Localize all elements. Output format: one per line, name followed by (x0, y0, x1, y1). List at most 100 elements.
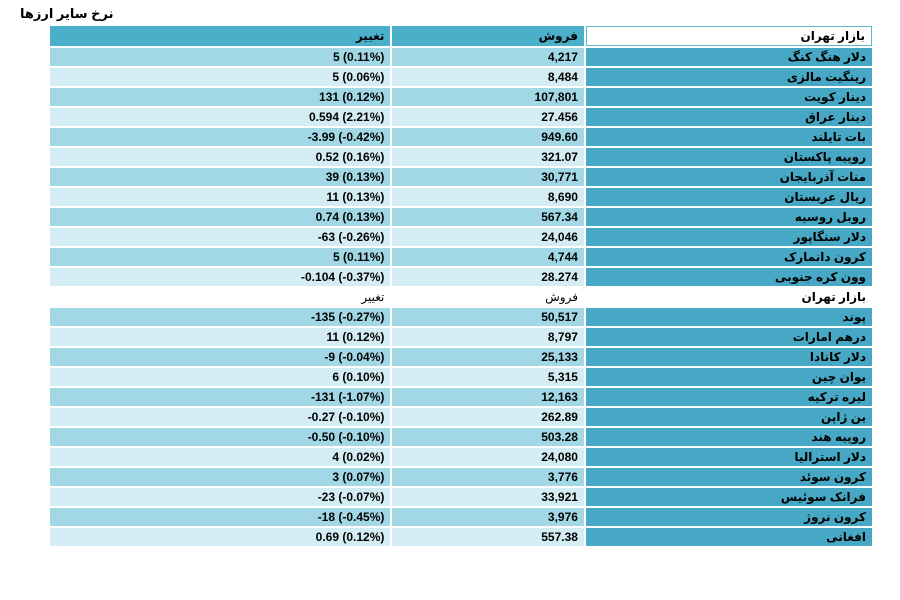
sell-cell: 24,080 (392, 448, 584, 466)
sell-cell: 25,133 (392, 348, 584, 366)
change-cell: -63 (-0.26%) (50, 228, 391, 246)
currency-name-cell: دلار هنگ کنگ (585, 48, 872, 66)
sell-cell: 8,484 (392, 68, 584, 86)
change-cell: 11 (0.12%) (50, 328, 391, 346)
table-row: 0.69 (0.12%) 557.38 افغانی (50, 528, 872, 546)
rates-table-body: تغییر فروش بازار تهران 5 (0.11%) 4,217 دلا… (50, 26, 872, 546)
change-cell: -0.27 (-0.10%) (50, 408, 391, 426)
sell-cell: 28.274 (392, 268, 584, 286)
rates-table: تغییر فروش بازار تهران 5 (0.11%) 4,217 دلا… (48, 24, 874, 548)
table-row: -18 (-0.45%) 3,976 کرون نروژ (50, 508, 872, 526)
currency-name-cell: دلار استرالیا (585, 448, 872, 466)
header-market: بازار تهران (585, 26, 872, 46)
sell-cell: 50,517 (392, 308, 584, 326)
table-row: 5 (0.06%) 8,484 رینگیت مالزی (50, 68, 872, 86)
sell-cell: 33,921 (392, 488, 584, 506)
page-title: نرخ سایر ارزها (20, 6, 114, 21)
currency-name-cell: منات آذربایجان (585, 168, 872, 186)
table-row: 0.594 (2.21%) 27.456 دینار عراق (50, 108, 872, 126)
currency-name-cell: درهم امارات (585, 328, 872, 346)
table-row: -135 (-0.27%) 50,517 پوند (50, 308, 872, 326)
table-row: 131 (0.12%) 107,801 دینار کویت (50, 88, 872, 106)
change-cell: 0.52 (0.16%) (50, 148, 391, 166)
subheader-change: تغییر (50, 288, 391, 306)
sell-cell: 567.34 (392, 208, 584, 226)
change-cell: -0.104 (-0.37%) (50, 268, 391, 286)
sell-cell: 557.38 (392, 528, 584, 546)
table-row: 5 (0.11%) 4,744 کرون دانمارک (50, 248, 872, 266)
change-cell: 5 (0.11%) (50, 248, 391, 266)
currency-name-cell: افغانی (585, 528, 872, 546)
table-row: -131 (-1.07%) 12,163 لیره ترکیه (50, 388, 872, 406)
change-cell: -23 (-0.07%) (50, 488, 391, 506)
change-cell: 5 (0.11%) (50, 48, 391, 66)
currency-name-cell: لیره ترکیه (585, 388, 872, 406)
currency-name-cell: دینار کویت (585, 88, 872, 106)
sell-cell: 321.07 (392, 148, 584, 166)
currency-name-cell: فرانک سوئیس (585, 488, 872, 506)
table-row: 39 (0.13%) 30,771 منات آذربایجان (50, 168, 872, 186)
table-row: 6 (0.10%) 5,315 یوان چین (50, 368, 872, 386)
change-cell: -18 (-0.45%) (50, 508, 391, 526)
change-cell: -0.50 (-0.10%) (50, 428, 391, 446)
table-row: 11 (0.12%) 8,797 درهم امارات (50, 328, 872, 346)
currency-name-cell: کرون نروژ (585, 508, 872, 526)
change-cell: -131 (-1.07%) (50, 388, 391, 406)
sell-cell: 27.456 (392, 108, 584, 126)
change-cell: -9 (-0.04%) (50, 348, 391, 366)
table-row: -23 (-0.07%) 33,921 فرانک سوئیس (50, 488, 872, 506)
sell-cell: 24,046 (392, 228, 584, 246)
currency-name-cell: کرون دانمارک (585, 248, 872, 266)
change-cell: 0.594 (2.21%) (50, 108, 391, 126)
sell-cell: 107,801 (392, 88, 584, 106)
sell-cell: 262.89 (392, 408, 584, 426)
header-sell: فروش (392, 26, 584, 46)
table-row: 3 (0.07%) 3,776 کرون سوئد (50, 468, 872, 486)
currency-name-cell: روبل روسیه (585, 208, 872, 226)
change-cell: 131 (0.12%) (50, 88, 391, 106)
sell-cell: 30,771 (392, 168, 584, 186)
currency-name-cell: دلار سنگاپور (585, 228, 872, 246)
sell-cell: 949.60 (392, 128, 584, 146)
sell-cell: 8,690 (392, 188, 584, 206)
change-cell: 0.74 (0.13%) (50, 208, 391, 226)
change-cell: 5 (0.06%) (50, 68, 391, 86)
sell-cell: 12,163 (392, 388, 584, 406)
change-cell: -135 (-0.27%) (50, 308, 391, 326)
subheader-sell: فروش (392, 288, 584, 306)
sell-cell: 8,797 (392, 328, 584, 346)
sell-cell: 4,217 (392, 48, 584, 66)
table-row: -0.50 (-0.10%) 503.28 روپیه هند (50, 428, 872, 446)
sell-cell: 4,744 (392, 248, 584, 266)
change-cell: 3 (0.07%) (50, 468, 391, 486)
header-change: تغییر (50, 26, 391, 46)
subheader-market: بازار تهران (585, 288, 872, 306)
table-row: -63 (-0.26%) 24,046 دلار سنگاپور (50, 228, 872, 246)
currency-name-cell: وون کره جنوبی (585, 268, 872, 286)
change-cell: 11 (0.13%) (50, 188, 391, 206)
table-row: -3.99 (-0.42%) 949.60 بات تایلند (50, 128, 872, 146)
change-cell: 0.69 (0.12%) (50, 528, 391, 546)
table-row: 0.74 (0.13%) 567.34 روبل روسیه (50, 208, 872, 226)
change-cell: 4 (0.02%) (50, 448, 391, 466)
change-cell: 6 (0.10%) (50, 368, 391, 386)
table-header-row: تغییر فروش بازار تهران (50, 26, 872, 46)
table-row: 4 (0.02%) 24,080 دلار استرالیا (50, 448, 872, 466)
change-cell: -3.99 (-0.42%) (50, 128, 391, 146)
currency-name-cell: کرون سوئد (585, 468, 872, 486)
sell-cell: 3,976 (392, 508, 584, 526)
sell-cell: 3,776 (392, 468, 584, 486)
currency-name-cell: دینار عراق (585, 108, 872, 126)
table-row: -0.27 (-0.10%) 262.89 ین ژاپن (50, 408, 872, 426)
table-row: 11 (0.13%) 8,690 ریال عربستان (50, 188, 872, 206)
currency-name-cell: دلار کانادا (585, 348, 872, 366)
sell-cell: 5,315 (392, 368, 584, 386)
table-row: 0.52 (0.16%) 321.07 روپیه پاکستان (50, 148, 872, 166)
table-row: -0.104 (-0.37%) 28.274 وون کره جنوبی (50, 268, 872, 286)
currency-name-cell: یوان چین (585, 368, 872, 386)
currency-name-cell: ریال عربستان (585, 188, 872, 206)
change-cell: 39 (0.13%) (50, 168, 391, 186)
currency-name-cell: رینگیت مالزی (585, 68, 872, 86)
table-row: -9 (-0.04%) 25,133 دلار کانادا (50, 348, 872, 366)
currency-name-cell: روپیه پاکستان (585, 148, 872, 166)
